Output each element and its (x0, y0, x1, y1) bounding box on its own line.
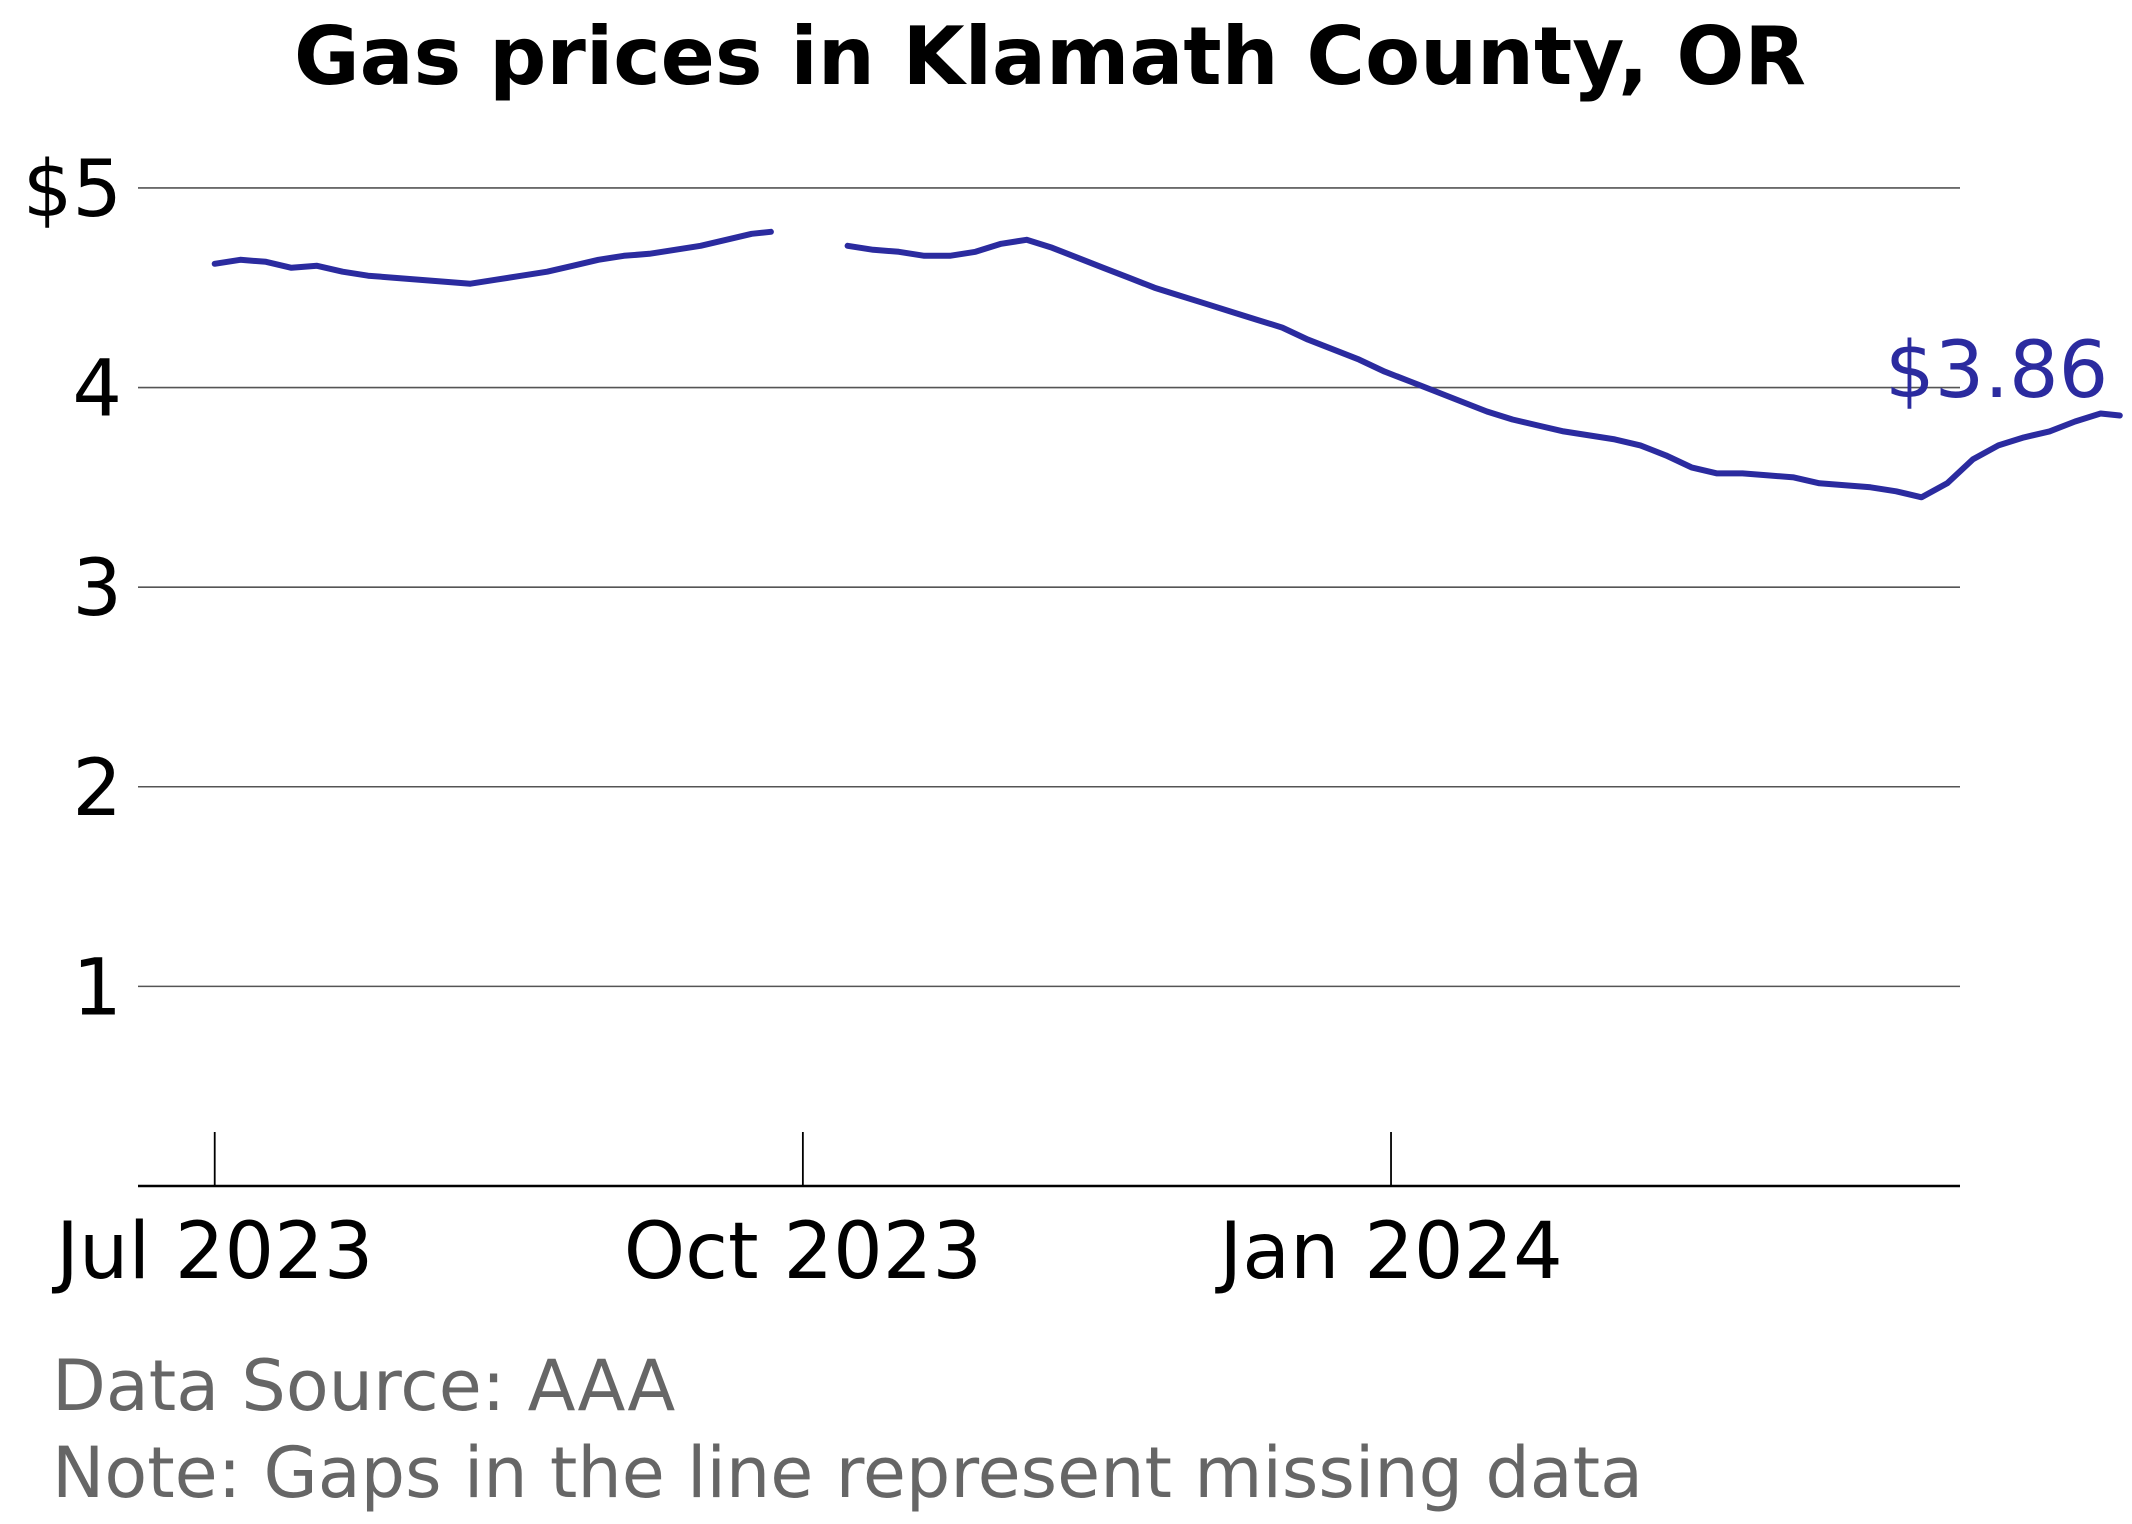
y-tick-label: $5 (23, 145, 122, 235)
y-tick-labels: 1 2 3 4 $5 (23, 145, 122, 1033)
price-line-segment (844, 236, 2123, 501)
price-line (211, 228, 2123, 501)
y-tick-label: 2 (72, 744, 122, 834)
x-tick-label: Jan 2024 (1214, 1207, 1563, 1297)
data-source-note: Data Source: AAA (52, 1345, 676, 1427)
x-ticks: Jul 2023 Oct 2023 Jan 2024 (51, 1132, 1563, 1297)
price-line-segment (211, 228, 774, 287)
end-value-label: $3.86 (1885, 326, 2108, 416)
y-tick-label: 4 (72, 345, 122, 435)
y-tick-label: 3 (72, 544, 122, 634)
missing-data-note: Note: Gaps in the line represent missing… (52, 1432, 1643, 1514)
y-gridlines (138, 187, 1960, 988)
x-tick-label: Oct 2023 (624, 1207, 982, 1297)
x-tick-label: Jul 2023 (51, 1207, 373, 1297)
chart-title: Gas prices in Klamath County, OR (294, 10, 1806, 103)
y-tick-label: 1 (72, 943, 122, 1033)
